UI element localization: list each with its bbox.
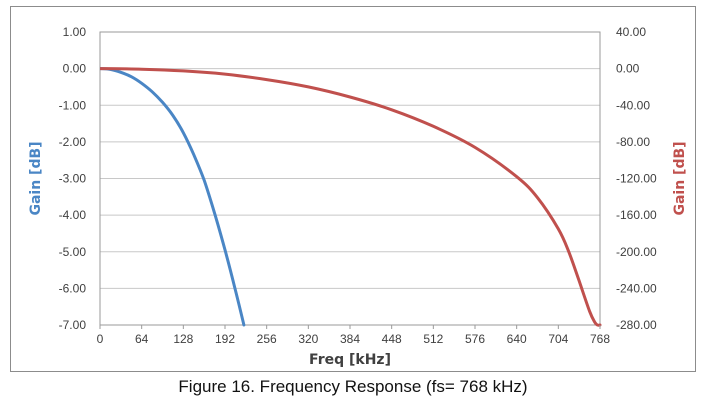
x-tick-label: 192: [215, 332, 235, 346]
y-right-tick-labels: 40.00 0.00 -40.00 -80.00 -120.00 -160.00 -200.…: [616, 25, 657, 332]
frequency-response-chart: 0 64 128 192 256 320 384 448 512 576 640 704 768 1.0…: [28, 25, 688, 368]
series-line-right-axis: [100, 67, 602, 327]
series-layer: [100, 67, 602, 327]
y-right-tick-label: -160.00: [616, 208, 657, 222]
y-left-tick-label: -3.00: [59, 172, 87, 186]
y-axis-left-title: Gain [dB]: [28, 141, 44, 215]
x-tick-label: 704: [548, 332, 568, 346]
x-tick-label: 64: [135, 332, 149, 346]
x-tick-label: 576: [465, 332, 485, 346]
y-right-tick-label: -120.00: [616, 172, 657, 186]
x-tick-label: 320: [298, 332, 318, 346]
y-left-tick-label: -4.00: [59, 208, 87, 222]
y-left-tick-label: -2.00: [59, 135, 87, 149]
x-tick-label: 768: [590, 332, 610, 346]
y-left-tick-label: -7.00: [59, 318, 87, 332]
x-tick-label: 640: [507, 332, 527, 346]
x-tick-label: 512: [423, 332, 443, 346]
x-tick-label: 448: [382, 332, 402, 346]
y-axis-right-title: Gain [dB]: [672, 141, 688, 215]
y-right-tick-label: 40.00: [616, 25, 646, 39]
series-line-left-axis: [100, 67, 246, 327]
y-left-tick-label: -1.00: [59, 98, 87, 112]
y-left-tick-label: -5.00: [59, 245, 87, 259]
y-left-tick-labels: 1.00 0.00 -1.00 -2.00 -3.00 -4.00 -5.00 -6.00 -7…: [59, 25, 87, 332]
x-tick-label: 256: [257, 332, 277, 346]
y-left-tick-label: 0.00: [63, 62, 87, 76]
grid-lines: [100, 31, 600, 326]
y-right-tick-label: 0.00: [616, 62, 640, 76]
y-left-tick-label: -6.00: [59, 281, 87, 295]
y-right-tick-label: -40.00: [616, 98, 650, 112]
y-right-tick-label: -240.00: [616, 281, 657, 295]
x-axis-title: Freq [kHz]: [309, 352, 391, 368]
x-tick-label: 0: [97, 332, 104, 346]
x-tick-label: 128: [173, 332, 193, 346]
y-right-tick-label: -80.00: [616, 135, 650, 149]
x-tick-label: 384: [340, 332, 360, 346]
y-left-tick-label: 1.00: [63, 25, 87, 39]
x-tick-labels: 0 64 128 192 256 320 384 448 512 576 640 704 768: [97, 325, 610, 346]
y-right-tick-label: -280.00: [616, 318, 657, 332]
chart-frame: 0 64 128 192 256 320 384 448 512 576 640 704 768 1.0…: [10, 6, 696, 372]
y-right-tick-label: -200.00: [616, 245, 657, 259]
figure-caption: Figure 16. Frequency Response (fs= 768 k…: [178, 377, 528, 396]
